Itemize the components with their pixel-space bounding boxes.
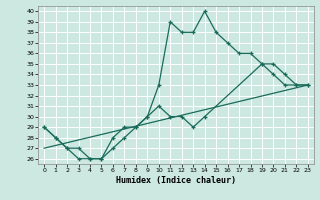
X-axis label: Humidex (Indice chaleur): Humidex (Indice chaleur) <box>116 176 236 185</box>
